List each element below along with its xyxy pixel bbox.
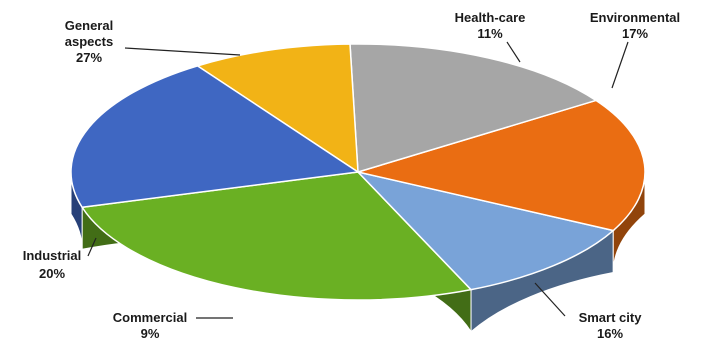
slice-label-smart-city: Smart city: [579, 310, 643, 325]
leader-line-environmental: [611, 41, 629, 89]
slice-value-general-aspects: 27%: [76, 50, 102, 65]
pie-slice-industrial: [70, 65, 361, 209]
slice-label-commercial: Commercial: [113, 310, 187, 325]
pie-slice-commercial: [195, 43, 359, 174]
slice-value-commercial: 9%: [141, 326, 160, 341]
slice-label-environmental: Environmental: [590, 10, 680, 25]
leader-lines: [87, 41, 629, 319]
leader-line-general-aspects: [124, 47, 241, 56]
leader-line-smart-city: [534, 282, 566, 317]
slice-label-health-care: Health-care: [455, 10, 526, 25]
pie-slice-health-care: [355, 170, 615, 291]
slice-tops: [70, 43, 646, 301]
pie-slice-environmental: [355, 99, 646, 232]
leader-line-industrial: [87, 237, 97, 257]
slice-label-industrial: Industrial: [23, 248, 82, 263]
slice-value-environmental: 17%: [622, 26, 648, 41]
slice-value-industrial: 20%: [39, 266, 65, 281]
leader-line-health-care: [506, 41, 521, 63]
pie-slice-smart-city: [349, 43, 598, 173]
slice-value-smart-city: 16%: [597, 326, 623, 341]
slice-value-health-care: 11%: [477, 26, 503, 41]
slice-label-general-aspects: General aspects: [65, 18, 113, 49]
pie-slice-general-aspects: [80, 171, 473, 301]
